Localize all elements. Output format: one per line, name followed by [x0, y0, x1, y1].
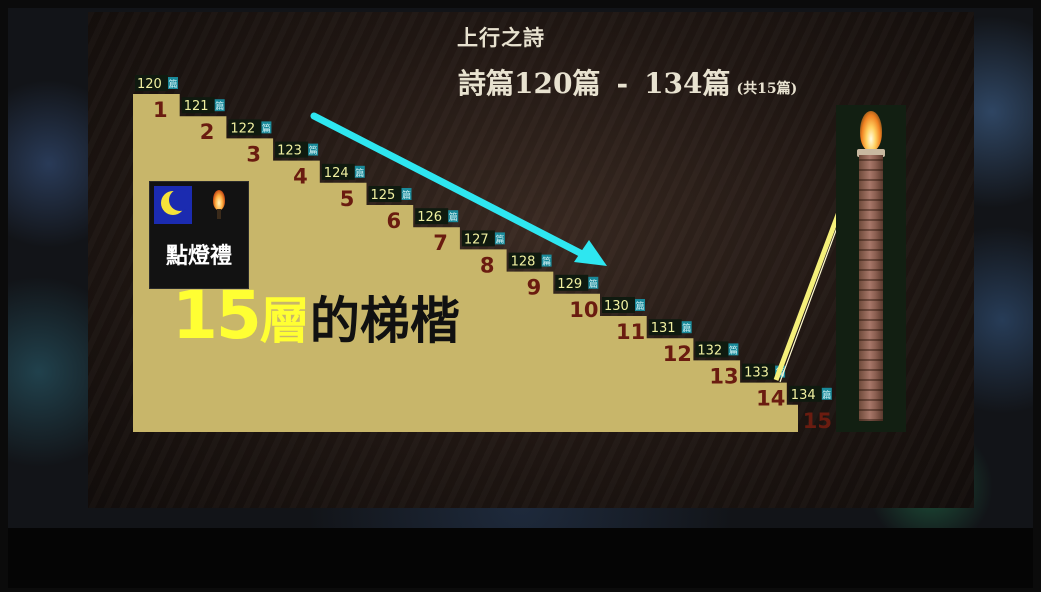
psalm-unit-bg	[588, 276, 599, 289]
headline-number: 15	[172, 277, 262, 354]
tall-candle-flame-icon	[860, 111, 882, 151]
title-note: (共15篇)	[736, 81, 798, 97]
psalm-unit-label: 篇	[169, 78, 178, 90]
tall-candle-image	[836, 105, 906, 432]
psalm-label-bg	[742, 363, 776, 380]
staircase-shape	[133, 94, 798, 432]
cyan-arrow-shaft	[310, 112, 590, 260]
psalm-number-label: 127	[464, 232, 489, 247]
psalm-number-label: 132	[697, 343, 722, 358]
crescent-moon-icon	[154, 186, 192, 224]
psalm-unit-bg	[494, 232, 505, 245]
step-number: 15	[803, 409, 832, 433]
step-number: 12	[663, 342, 692, 366]
psalm-number-label: 122	[230, 121, 255, 136]
step-number: 8	[480, 253, 495, 277]
psalm-unit-bg	[354, 165, 365, 178]
psalm-unit-bg	[635, 299, 645, 311]
step-number: 14	[756, 387, 785, 411]
cyan-arrow-head	[574, 240, 607, 266]
step-number: 13	[709, 364, 738, 388]
psalm-label-bg	[555, 274, 589, 291]
psalm-unit-bg	[308, 143, 319, 156]
step-number: 1	[153, 98, 168, 122]
psalm-label-bg	[228, 119, 262, 136]
psalm-unit-label: 篇	[636, 300, 645, 312]
psalm-unit-bg	[541, 254, 552, 267]
psalm-number-label: 131	[651, 321, 676, 336]
tall-candle-cap	[857, 149, 885, 157]
step-number: 9	[527, 276, 542, 300]
step-number: 2	[200, 120, 215, 144]
psalm-unit-label: 篇	[262, 122, 271, 134]
psalm-unit-label: 篇	[215, 100, 224, 112]
psalm-label-bg	[135, 75, 168, 91]
psalm-unit-bg	[681, 321, 692, 334]
psalm-number-label: 133	[744, 366, 769, 381]
slide-title: 詩篇120篇 -134篇 (共15篇)	[458, 62, 797, 102]
psalm-unit-label: 篇	[589, 278, 598, 290]
psalm-label-bg	[415, 208, 449, 225]
psalm-number-label: 129	[557, 277, 582, 292]
psalm-number-label: 123	[277, 144, 302, 159]
psalm-unit-label: 篇	[542, 256, 551, 268]
lamp-ceremony-label: 點燈禮	[165, 243, 232, 269]
psalm-label-bg	[181, 97, 215, 114]
psalm-label-bg	[695, 341, 729, 358]
psalm-unit-label: 篇	[449, 211, 458, 223]
psalm-unit-bg	[728, 343, 739, 356]
psalm-number-label: 134	[791, 388, 816, 403]
title-dash: -	[616, 67, 629, 100]
headline-rest: 的梯楷	[309, 291, 460, 350]
psalm-unit-bg	[214, 99, 225, 112]
psalm-label-bg	[602, 297, 635, 313]
psalm-unit-bg	[401, 188, 412, 200]
psalm-number-label: 124	[324, 166, 349, 181]
psalm-number-label: 130	[604, 299, 629, 314]
psalm-label-bg	[788, 385, 822, 402]
psalm-label-bg	[368, 186, 402, 202]
step-number: 10	[569, 298, 598, 322]
candle-flame-icon	[213, 190, 225, 210]
psalm-number-label: 128	[511, 255, 536, 270]
psalm-unit-label: 篇	[822, 389, 831, 401]
psalm-unit-bg	[261, 121, 272, 134]
step-number: 3	[246, 142, 261, 166]
headline: 15層的梯楷	[172, 283, 460, 349]
step-number: 5	[340, 187, 355, 211]
headline-highlight-char: 層	[259, 291, 310, 350]
psalm-unit-label: 篇	[309, 145, 318, 157]
psalm-unit-bg	[168, 77, 178, 89]
psalm-unit-label: 篇	[729, 344, 738, 356]
psalm-unit-bg	[448, 210, 459, 223]
bottom-letterbox	[8, 528, 1033, 588]
psalm-label-bg	[321, 163, 355, 180]
psalm-unit-label: 篇	[355, 167, 364, 179]
psalm-number-label: 121	[184, 99, 209, 114]
title-right: 134篇	[644, 67, 731, 100]
step-number: 6	[387, 209, 402, 233]
slide-subtitle: 上行之詩	[457, 25, 545, 50]
psalm-label-bg	[508, 252, 542, 269]
tall-candle-body	[859, 155, 883, 421]
psalm-unit-label: 篇	[495, 233, 504, 245]
title-left: 詩篇120篇	[458, 67, 601, 100]
candle-wick	[217, 209, 221, 219]
step-number: 4	[293, 165, 308, 189]
psalm-unit-label: 篇	[402, 189, 411, 201]
psalm-number-label: 125	[371, 188, 396, 203]
psalm-label-bg	[275, 141, 309, 158]
psalm-unit-label: 篇	[682, 322, 691, 334]
psalm-label-bg	[461, 230, 495, 247]
psalm-number-label: 120	[137, 77, 162, 92]
psalm-unit-bg	[821, 387, 832, 400]
psalm-number-label: 126	[417, 210, 442, 225]
step-number: 11	[616, 320, 645, 344]
psalm-label-bg	[648, 319, 682, 336]
step-number: 7	[433, 231, 448, 255]
lamp-ceremony-box: 點燈禮	[149, 181, 249, 289]
